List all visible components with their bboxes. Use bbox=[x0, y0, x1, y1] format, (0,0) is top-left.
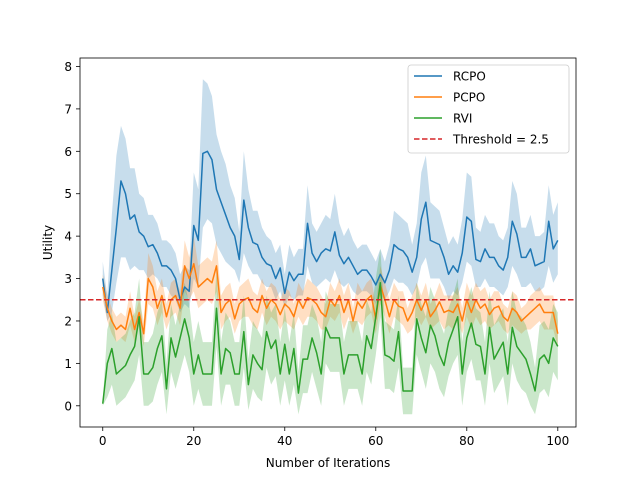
x-tick-label: 100 bbox=[546, 434, 569, 448]
rvi-line bbox=[102, 282, 559, 404]
confidence-bands bbox=[102, 79, 558, 415]
y-tick-label: 0 bbox=[64, 399, 72, 413]
y-tick-label: 3 bbox=[64, 272, 72, 286]
x-tick-label: 20 bbox=[186, 434, 201, 448]
x-tick-label: 0 bbox=[99, 434, 107, 448]
legend-box bbox=[407, 64, 570, 154]
legend-label-pcpo: PCPO bbox=[453, 91, 485, 105]
rcpo-confidence-band bbox=[102, 79, 558, 321]
legend-label-threshold: Threshold = 2.5 bbox=[452, 133, 549, 147]
legend: RCPO PCPO RVI Threshold = 2.5 bbox=[407, 64, 570, 154]
y-axis-title: Utility bbox=[41, 225, 55, 260]
axes-frame bbox=[79, 57, 577, 428]
y-tick-label: 7 bbox=[64, 102, 72, 116]
legend-label-rcpo: RCPO bbox=[453, 70, 486, 84]
y-tick-label: 2 bbox=[64, 314, 72, 328]
x-axis-ticks: 0 20 40 60 80 100 bbox=[99, 427, 569, 448]
x-axis-title: Number of Iterations bbox=[266, 456, 391, 470]
x-tick-label: 80 bbox=[459, 434, 474, 448]
rcpo-line bbox=[102, 150, 559, 314]
y-tick-label: 5 bbox=[64, 187, 72, 201]
y-tick-label: 6 bbox=[64, 145, 72, 159]
y-tick-label: 4 bbox=[64, 230, 72, 244]
x-tick-label: 40 bbox=[277, 434, 292, 448]
x-tick-label: 60 bbox=[368, 434, 383, 448]
legend-label-rvi: RVI bbox=[453, 112, 472, 126]
rvi-confidence-band bbox=[102, 248, 558, 415]
y-tick-label: 8 bbox=[64, 60, 72, 74]
y-tick-label: 1 bbox=[64, 357, 72, 371]
pcpo-confidence-band bbox=[102, 236, 558, 347]
y-axis-ticks: 0 1 2 3 4 5 6 7 8 bbox=[64, 60, 80, 413]
